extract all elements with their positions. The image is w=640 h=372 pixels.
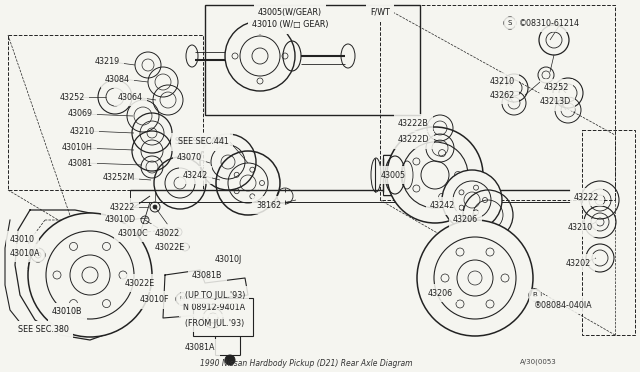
Text: 43010C: 43010C [118, 228, 148, 237]
Bar [380, 5, 615, 200]
Text: 43222D: 43222D [398, 135, 429, 144]
Text: F/WT: F/WT [370, 7, 390, 16]
Text: A/30(0053: A/30(0053 [520, 359, 557, 365]
Text: (FROM JUL.'93): (FROM JUL.'93) [185, 318, 244, 327]
Text: (UP TO JUL.'93): (UP TO JUL.'93) [185, 291, 245, 299]
Text: 38162: 38162 [256, 201, 281, 209]
Text: 43213D: 43213D [540, 97, 572, 106]
Text: 43022: 43022 [155, 228, 180, 237]
Text: 43081: 43081 [68, 158, 93, 167]
Text: 43084: 43084 [105, 74, 130, 83]
Text: 43262: 43262 [490, 90, 515, 99]
Text: 43222: 43222 [110, 202, 136, 212]
Text: ©08310-61214: ©08310-61214 [519, 19, 580, 28]
Text: SEE SEC.441: SEE SEC.441 [175, 138, 226, 147]
Text: ®08084-040IA: ®08084-040IA [534, 301, 593, 310]
Text: 43064: 43064 [118, 93, 143, 102]
Text: B: B [532, 292, 538, 298]
Text: 1990 Nissan Hardbody Pickup (D21) Rear Axle Diagram: 1990 Nissan Hardbody Pickup (D21) Rear A… [200, 359, 413, 368]
Text: 43010: 43010 [10, 235, 35, 244]
Text: 43010B: 43010B [52, 308, 83, 317]
Text: 43210: 43210 [70, 126, 95, 135]
Text: S: S [508, 20, 512, 26]
Text: 43222B: 43222B [398, 119, 429, 128]
Text: 43252: 43252 [544, 83, 570, 93]
Text: 43010B: 43010B [52, 308, 83, 317]
Text: SEE SEC.380: SEE SEC.380 [18, 326, 69, 334]
Text: 43070: 43070 [177, 154, 202, 163]
Circle shape [442, 170, 502, 230]
Text: 43252M: 43252M [103, 173, 135, 183]
Text: 43010D: 43010D [105, 215, 136, 224]
Text: 43069: 43069 [68, 109, 93, 119]
Text: N: N [179, 296, 184, 302]
Text: 43222: 43222 [574, 192, 600, 202]
Circle shape [225, 355, 235, 365]
Bar [8, 35, 203, 190]
Bar [582, 130, 635, 335]
Text: 43242: 43242 [183, 170, 208, 180]
Text: N 08912-9401A: N 08912-9401A [183, 304, 245, 312]
Circle shape [153, 205, 157, 209]
Text: 43005(W/GEAR): 43005(W/GEAR) [258, 7, 322, 16]
Text: 43210: 43210 [490, 77, 515, 87]
Circle shape [28, 213, 152, 337]
Text: 43252: 43252 [60, 93, 85, 102]
Text: 43206: 43206 [453, 215, 478, 224]
Text: 43219: 43219 [95, 58, 120, 67]
Text: 43242: 43242 [430, 202, 455, 211]
Text: 43010A: 43010A [10, 248, 40, 257]
Text: 43005: 43005 [381, 170, 406, 180]
Bar [383, 155, 420, 195]
Text: SEE SEC.441: SEE SEC.441 [178, 138, 229, 147]
Text: 43022E: 43022E [155, 244, 185, 253]
Text: 43022E: 43022E [125, 279, 156, 288]
Text: 43081A: 43081A [185, 343, 216, 353]
Text: F/WT: F/WT [370, 7, 390, 16]
Bar [205, 5, 420, 115]
Text: 43010 (W/□ GEAR): 43010 (W/□ GEAR) [252, 20, 328, 29]
Text: 43010H: 43010H [62, 144, 93, 153]
Text: 43202: 43202 [566, 259, 591, 267]
Text: SEE SEC.380: SEE SEC.380 [18, 326, 69, 334]
Text: 43010 (W/□ GEAR): 43010 (W/□ GEAR) [252, 20, 328, 29]
Text: 43206: 43206 [428, 289, 453, 298]
Circle shape [417, 220, 533, 336]
Circle shape [387, 127, 483, 223]
Text: 43210: 43210 [568, 224, 593, 232]
Text: 43010J: 43010J [215, 256, 243, 264]
Text: 43005(W/GEAR): 43005(W/GEAR) [258, 7, 322, 16]
Text: 43010F: 43010F [140, 295, 170, 305]
Bar [193, 298, 253, 336]
Text: 43081B: 43081B [192, 270, 223, 279]
